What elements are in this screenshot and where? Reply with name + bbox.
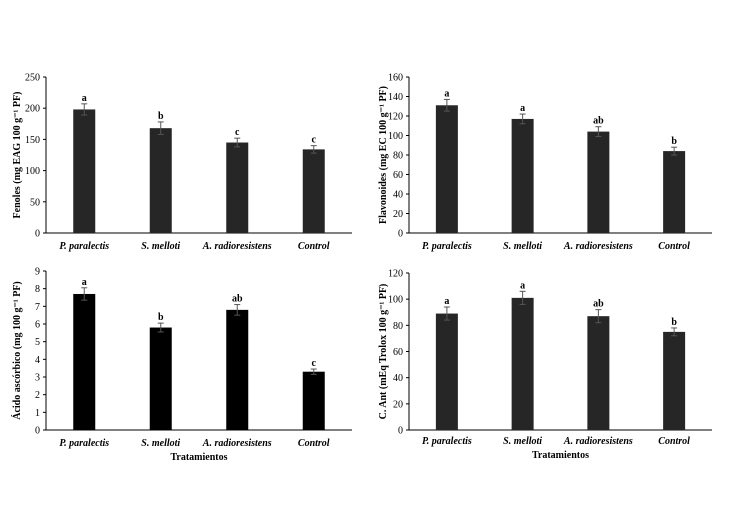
x-category-label: Control xyxy=(298,438,330,449)
bar xyxy=(435,313,458,430)
x-axis-label: Tratamientos xyxy=(170,452,227,463)
significance-letter: c xyxy=(312,135,317,146)
y-axis-label: Flavonoides (mg EC 100 g⁻¹ PF) xyxy=(378,86,389,224)
x-category-label: P. paralectis xyxy=(422,241,472,252)
y-axis-label: Fenoles (mg EAG 100 g⁻¹ PF) xyxy=(12,92,23,219)
bar xyxy=(149,327,172,430)
y-tick-label: 140 xyxy=(388,92,403,103)
significance-letter: a xyxy=(520,103,525,114)
y-tick-label: 250 xyxy=(25,73,40,84)
significance-letter: c xyxy=(235,127,240,138)
y-axis-label: Ácido ascórbico (mg 100 g⁻¹ PF) xyxy=(11,281,23,420)
y-tick-label: 4 xyxy=(35,355,40,366)
bar xyxy=(73,109,96,233)
x-category-label: S. melloti xyxy=(503,436,542,447)
x-category-label: P. paralectis xyxy=(59,438,109,449)
bar xyxy=(73,293,96,430)
bar xyxy=(226,142,249,233)
y-tick-label: 150 xyxy=(25,135,40,146)
y-tick-label: 0 xyxy=(35,426,40,437)
y-tick-label: 5 xyxy=(35,337,40,348)
y-tick-label: 80 xyxy=(393,151,403,162)
bar xyxy=(587,316,610,430)
y-tick-label: 100 xyxy=(388,131,403,142)
y-tick-label: 60 xyxy=(393,347,403,358)
x-axis-label: Tratamientos xyxy=(532,450,589,461)
x-category-label: A. radioresistens xyxy=(202,438,272,449)
bar xyxy=(435,105,458,233)
x-category-label: S. melloti xyxy=(141,241,180,252)
bar xyxy=(149,128,172,233)
y-tick-label: 9 xyxy=(35,267,40,278)
x-category-label: Control xyxy=(658,436,690,447)
y-tick-label: 40 xyxy=(393,373,403,384)
y-tick-label: 40 xyxy=(393,190,403,201)
y-tick-label: 2 xyxy=(35,390,40,401)
y-tick-label: 6 xyxy=(35,320,40,331)
bar xyxy=(511,297,534,430)
x-category-label: A. radioresistens xyxy=(563,241,633,252)
x-category-label: P. paralectis xyxy=(59,241,109,252)
significance-letter: b xyxy=(671,317,677,328)
y-tick-label: 100 xyxy=(25,166,40,177)
significance-letter: ab xyxy=(593,116,604,127)
y-tick-label: 0 xyxy=(35,229,40,240)
bar xyxy=(663,331,686,430)
y-tick-label: 0 xyxy=(398,229,403,240)
bar xyxy=(511,118,534,233)
y-tick-label: 50 xyxy=(30,197,40,208)
y-axis-label: C. Ant (mEq Trolox 100 g⁻¹ PF) xyxy=(378,284,389,420)
y-tick-label: 100 xyxy=(388,295,403,306)
chart-panel-2: 0 20 40 60 80 100 120 140 160 Flavonoides (mg EC … xyxy=(378,73,712,252)
bar xyxy=(587,131,610,233)
significance-letter: a xyxy=(82,277,87,288)
bar xyxy=(302,371,325,430)
significance-letter: b xyxy=(158,111,164,122)
x-category-label: A. radioresistens xyxy=(202,241,272,252)
bar xyxy=(226,309,249,430)
significance-letter: a xyxy=(82,93,87,104)
significance-letter: ab xyxy=(593,299,604,310)
chart-panel-4: 0 20 40 60 80 100 120 C. Ant (mEq Trolox 100 g⁻… xyxy=(378,269,712,461)
significance-letter: a xyxy=(444,296,449,307)
x-category-label: S. melloti xyxy=(503,241,542,252)
x-category-label: S. melloti xyxy=(141,438,180,449)
x-category-label: Control xyxy=(658,241,690,252)
x-category-label: P. paralectis xyxy=(422,436,472,447)
y-tick-label: 200 xyxy=(25,104,40,115)
x-category-label: Control xyxy=(298,241,330,252)
y-tick-label: 160 xyxy=(388,73,403,84)
significance-letter: c xyxy=(312,358,317,369)
y-tick-label: 7 xyxy=(35,302,40,313)
y-tick-label: 120 xyxy=(388,112,403,123)
y-tick-label: 8 xyxy=(35,284,40,295)
significance-letter: ab xyxy=(232,294,243,305)
significance-letter: b xyxy=(671,136,677,147)
y-tick-label: 0 xyxy=(398,426,403,437)
y-tick-label: 120 xyxy=(388,269,403,280)
y-tick-label: 20 xyxy=(393,399,403,410)
y-tick-label: 1 xyxy=(35,408,40,419)
bar xyxy=(302,149,325,233)
significance-letter: a xyxy=(444,88,449,99)
significance-letter: a xyxy=(520,280,525,291)
chart-panel-3: 0 1 2 3 4 5 6 7 8 9 Ácido ascórbico (mg 100 g⁻¹ PF… xyxy=(11,267,352,463)
y-tick-label: 20 xyxy=(393,209,403,220)
bar xyxy=(663,151,686,233)
y-tick-label: 3 xyxy=(35,373,40,384)
y-tick-label: 80 xyxy=(393,321,403,332)
y-tick-label: 60 xyxy=(393,170,403,181)
significance-letter: b xyxy=(158,312,164,323)
x-category-label: A. radioresistens xyxy=(563,436,633,447)
